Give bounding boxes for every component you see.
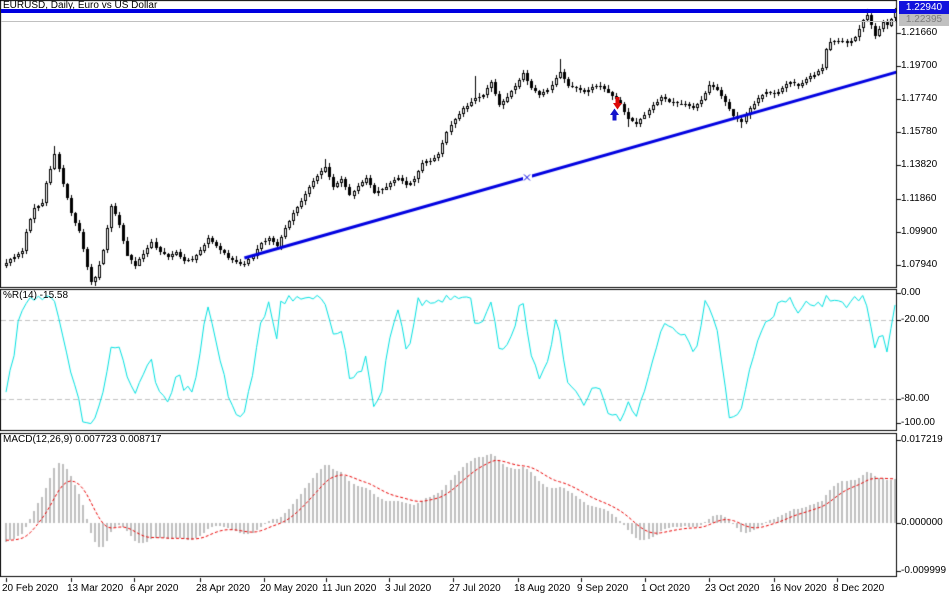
sell-arrow-icon[interactable] — [612, 97, 623, 110]
wpr-axis-label: -80.00 — [901, 393, 930, 404]
secondary-price-badge: 1.22395 — [899, 14, 949, 26]
price-axis-label: 1.13820 — [901, 159, 938, 170]
price-axis-label: 1.21660 — [901, 27, 938, 38]
date-axis-label: 23 Oct 2020 — [705, 583, 760, 594]
price-axis-label: 1.17740 — [901, 93, 938, 104]
macd-axis-label: 0.017219 — [901, 434, 943, 445]
macd-axis-label: -0.009999 — [901, 565, 947, 576]
date-axis-label: 8 Dec 2020 — [833, 583, 885, 594]
macd-axis-label: 0.000000 — [901, 517, 943, 528]
wpr-axis-label: 0.00 — [901, 287, 921, 298]
price-axis-label: 1.15780 — [901, 126, 938, 137]
price-axis-label: 1.09900 — [901, 226, 938, 237]
date-axis-label: 20 Feb 2020 — [2, 583, 59, 594]
bid-price-line[interactable] — [1, 9, 896, 13]
wpr-axis-label: -20.00 — [901, 314, 930, 325]
date-axis-label: 28 Apr 2020 — [196, 583, 250, 594]
date-axis-label: 6 Apr 2020 — [130, 583, 179, 594]
date-axis-label: 16 Nov 2020 — [770, 583, 827, 594]
date-axis-label: 9 Sep 2020 — [577, 583, 629, 594]
price-axis-label: 1.07940 — [901, 259, 938, 270]
date-axis-label: 11 Jun 2020 — [322, 583, 377, 594]
date-axis-label: 27 Jul 2020 — [449, 583, 501, 594]
buy-arrow-icon[interactable] — [609, 108, 620, 121]
date-axis-label: 20 May 2020 — [260, 583, 318, 594]
price-axis-label: 1.19700 — [901, 60, 938, 71]
macd-panel-label: MACD(12,26,9) 0.007723 0.008717 — [3, 434, 162, 445]
date-axis-label: 1 Oct 2020 — [641, 583, 690, 594]
wpr-panel-label: %R(14) -15.58 — [3, 290, 69, 301]
date-axis-label: 13 Mar 2020 — [67, 583, 124, 594]
date-axis-label: 18 Aug 2020 — [514, 583, 571, 594]
second-price-line[interactable] — [1, 21, 896, 22]
chart-title: EURUSD, Daily, Euro vs US Dollar — [3, 0, 158, 11]
current-price-badge: 1.22940 — [899, 1, 949, 14]
price-axis-label: 1.11860 — [901, 193, 937, 204]
date-axis-label: 3 Jul 2020 — [385, 583, 432, 594]
wpr-axis-label: -100.00 — [901, 417, 935, 428]
